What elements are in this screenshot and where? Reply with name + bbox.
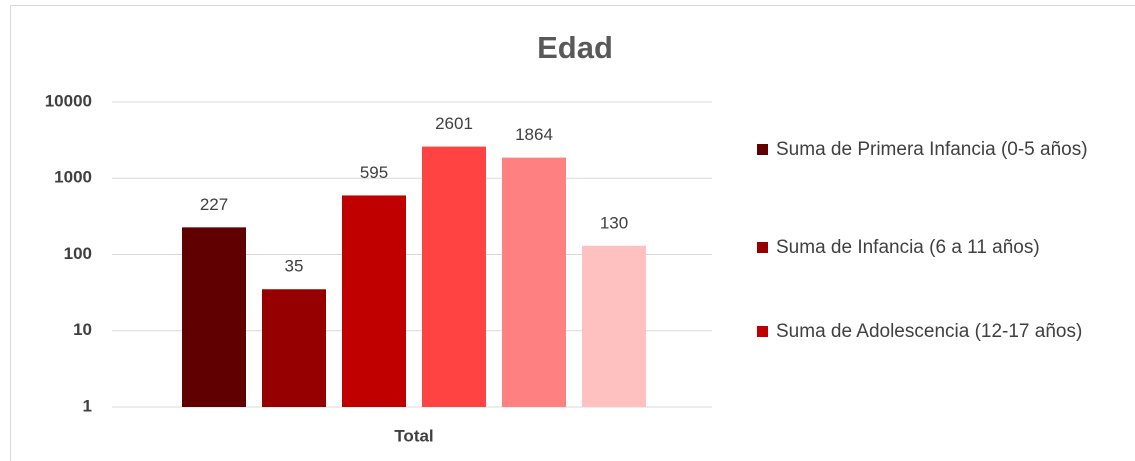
- chart-title: Edad: [537, 30, 613, 65]
- data-label: 227: [200, 195, 228, 214]
- y-tick-label: 1000: [54, 168, 92, 187]
- data-label: 130: [600, 213, 628, 232]
- data-label: 595: [360, 163, 388, 182]
- x-tick-label: Total: [394, 426, 433, 445]
- legend-swatch: [757, 242, 768, 253]
- bar: [422, 146, 486, 407]
- data-label: 2601: [435, 114, 473, 133]
- legend-swatch: [757, 326, 768, 337]
- y-tick-label: 1: [83, 396, 92, 415]
- y-tick-label: 100: [64, 244, 92, 263]
- chart-border: [10, 5, 1135, 461]
- bar: [502, 157, 566, 407]
- bar: [262, 289, 326, 407]
- data-label: 35: [285, 257, 304, 276]
- legend-swatch: [757, 144, 768, 155]
- bar: [582, 245, 646, 407]
- y-tick-label: 10: [73, 320, 92, 339]
- bar: [182, 227, 246, 407]
- legend-label: Suma de Infancia (6 a 11 años): [776, 237, 1040, 258]
- legend-label: Suma de Primera Infancia (0-5 años): [776, 139, 1088, 160]
- data-label: 1864: [515, 125, 553, 144]
- legend-label: Suma de Adolescencia (12-17 años): [776, 321, 1083, 342]
- bar: [342, 195, 406, 407]
- y-tick-label: 10000: [45, 91, 92, 110]
